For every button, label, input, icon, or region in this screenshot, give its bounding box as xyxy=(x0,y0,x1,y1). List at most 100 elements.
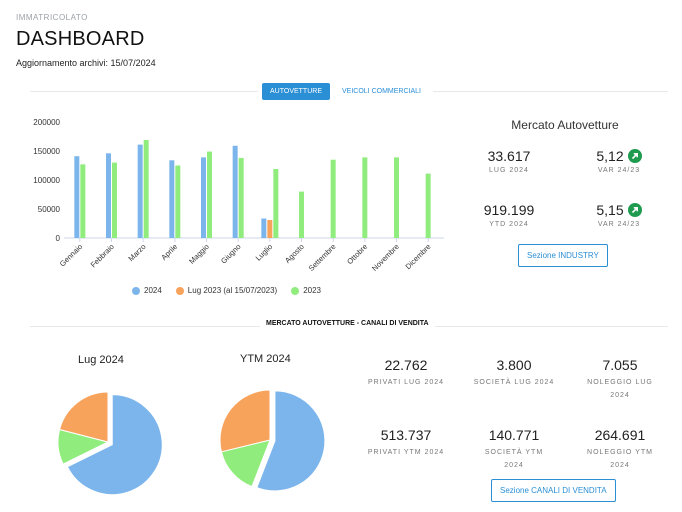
kpi-label: VAR 24/23 xyxy=(597,221,641,228)
arrow-up-right-icon xyxy=(627,149,642,163)
kpi-value: 264.691 xyxy=(594,427,646,443)
kpi-ytd-2024: 919.199 YTD 2024 xyxy=(464,202,554,228)
pie-title-ytm-2024: YTM 2024 xyxy=(240,353,291,365)
bar-gennaio-2023[interactable] xyxy=(80,164,86,238)
bar-novembre-2023[interactable] xyxy=(394,157,399,238)
tab-veicoli-commerciali[interactable]: VEICOLI COMMERCIALI xyxy=(342,88,421,95)
x-tick-label: Settembre xyxy=(307,242,338,273)
kpi-value-text: 5,12 xyxy=(596,148,624,164)
kpi-label: NOLEGGIO LUG 2024 xyxy=(587,379,653,399)
vehicle-tabs: AUTOVETTURE VEICOLI COMMERCIALI xyxy=(258,83,433,100)
kpi-societa-ytm: 140.771 SOCIETÀ YTM 2024 xyxy=(464,427,564,472)
bar-marzo-2024[interactable] xyxy=(137,144,143,238)
bar-luglio-lug[interactable] xyxy=(267,220,273,238)
x-tick-label: Maggio xyxy=(187,242,211,266)
kpi-lug-2024: 33.617 LUG 2024 xyxy=(464,148,554,174)
pie-slice-noleggio[interactable] xyxy=(219,389,271,453)
kpi-noleggio-lug: 7.055 NOLEGGIO LUG 2024 xyxy=(570,357,670,402)
kpi-label: VAR 24/23 xyxy=(597,167,641,174)
pie-chart-ytm-2024 xyxy=(219,389,326,492)
pie-slice-privati[interactable] xyxy=(256,390,326,492)
eyebrow-label: IMMATRICOLATO xyxy=(16,13,88,22)
y-tick-label: 150000 xyxy=(33,147,60,156)
kpi-label: SOCIETÀ YTM 2024 xyxy=(484,449,544,469)
x-tick-label: Marzo xyxy=(126,242,147,263)
kpi-value: 919.199 xyxy=(464,202,554,218)
sales-channel-kpis: 22.762 PRIVATI LUG 2024 3.800 SOCIETÀ LU… xyxy=(356,355,672,505)
pie-slice-societa[interactable] xyxy=(220,439,271,488)
x-tick-label: Aprile xyxy=(159,242,179,262)
pie-slice-privati[interactable] xyxy=(66,394,163,496)
x-tick-label: Gennaio xyxy=(58,242,84,268)
y-tick-label: 200000 xyxy=(33,118,60,127)
legend-dot-lug-2023 xyxy=(175,286,184,295)
y-tick-label: 50000 xyxy=(38,205,61,214)
bar-settembre-2023[interactable] xyxy=(330,159,336,238)
x-tick-label: Ottobre xyxy=(345,242,369,266)
kpi-value-text: 5,15 xyxy=(596,202,624,218)
bar-marzo-2023[interactable] xyxy=(143,139,149,238)
legend-item-lug-2023[interactable]: Lug 2023 (al 15/07/2023) xyxy=(175,286,278,295)
y-tick-label: 100000 xyxy=(33,176,60,185)
kpi-var-ytd: 5,15 VAR 24/23 xyxy=(574,202,664,228)
pie-slice-noleggio[interactable] xyxy=(58,391,109,443)
kpi-value: 22.762 xyxy=(384,357,428,373)
pie-title-lug-2024: Lug 2024 xyxy=(78,354,124,366)
bar-luglio-2024[interactable] xyxy=(261,218,267,238)
market-summary-panel: Mercato Autovetture 33.617 LUG 2024 5,12… xyxy=(470,118,660,267)
kpi-value: 5,15 xyxy=(574,202,664,218)
bar-ottobre-2023[interactable] xyxy=(362,157,368,238)
page-title: DASHBOARD xyxy=(16,28,145,50)
legend-dot-2024 xyxy=(132,286,140,295)
legend-label-lug-2023: Lug 2023 (al 15/07/2023) xyxy=(187,286,278,295)
market-title: Mercato Autovetture xyxy=(511,118,619,132)
kpi-var-lug: 5,12 VAR 24/23 xyxy=(574,148,664,174)
legend-item-2024[interactable]: 2024 xyxy=(132,286,162,295)
sales-channels-section-button[interactable]: Sezione CANALI DI VENDITA xyxy=(491,479,616,502)
bar-giugno-2024[interactable] xyxy=(232,145,238,238)
y-tick-label: 0 xyxy=(56,234,61,243)
bar-dicembre-2023[interactable] xyxy=(425,173,431,238)
industry-section-button[interactable]: Sezione INDUSTRY xyxy=(518,244,608,267)
x-tick-label: Giugno xyxy=(219,242,242,265)
kpi-value: 513.737 xyxy=(380,427,432,443)
kpi-value-text: 919.199 xyxy=(483,202,535,218)
kpi-value: 7.055 xyxy=(602,357,638,373)
legend-label-2024: 2024 xyxy=(144,286,162,295)
bar-agosto-2023[interactable] xyxy=(299,191,304,238)
kpi-value: 33.617 xyxy=(464,148,554,164)
legend-dot-2023 xyxy=(291,286,300,295)
kpi-value: 3.800 xyxy=(496,357,532,373)
kpi-value: 140.771 xyxy=(488,427,540,443)
kpi-societa-lug: 3.800 SOCIETÀ LUG 2024 xyxy=(464,357,564,389)
sales-channels-title: MERCATO AUTOVETTURE - CANALI DI VENDITA xyxy=(260,320,435,327)
x-tick-label: Novembre xyxy=(370,242,401,273)
kpi-noleggio-ytm: 264.691 NOLEGGIO YTM 2024 xyxy=(570,427,670,472)
bar-aprile-2024[interactable] xyxy=(169,160,175,238)
kpi-value-text: 33.617 xyxy=(487,148,531,164)
bar-febbraio-2023[interactable] xyxy=(112,162,117,238)
kpi-label: LUG 2024 xyxy=(489,167,529,174)
archive-update-date: Aggiornamento archivi: 15/07/2024 xyxy=(16,58,156,68)
bar-febbraio-2024[interactable] xyxy=(106,153,111,238)
kpi-privati-ytm: 513.737 PRIVATI YTM 2024 xyxy=(356,427,456,459)
x-tick-label: Agosto xyxy=(283,242,306,265)
bar-giugno-2023[interactable] xyxy=(238,157,244,238)
legend-item-2023[interactable]: 2023 xyxy=(291,286,321,295)
monthly-registrations-bar-chart: 0 50000 100000 150000 200000 Gennaio Febbraio M… xyxy=(33,118,444,273)
bar-aprile-2023[interactable] xyxy=(175,165,181,239)
x-tick-label: Dicembre xyxy=(404,242,433,271)
tab-autovetture[interactable]: AUTOVETTURE xyxy=(262,83,330,100)
pie-chart-lug-2024 xyxy=(57,391,163,496)
bar-maggio-2024[interactable] xyxy=(201,157,206,238)
kpi-privati-lug: 22.762 PRIVATI LUG 2024 xyxy=(356,357,456,389)
kpi-label: PRIVATI YTM 2024 xyxy=(367,449,445,456)
kpi-label: YTD 2024 xyxy=(489,221,529,228)
bar-luglio-2023[interactable] xyxy=(273,168,279,238)
bar-maggio-2023[interactable] xyxy=(207,151,212,238)
x-tick-label: Luglio xyxy=(254,242,275,263)
legend-label-2023: 2023 xyxy=(303,286,321,295)
chart-legend: 2024 Lug 2023 (al 15/07/2023) 2023 xyxy=(132,286,335,295)
bar-gennaio-2024[interactable] xyxy=(74,156,80,238)
kpi-label: PRIVATI LUG 2024 xyxy=(367,379,445,386)
